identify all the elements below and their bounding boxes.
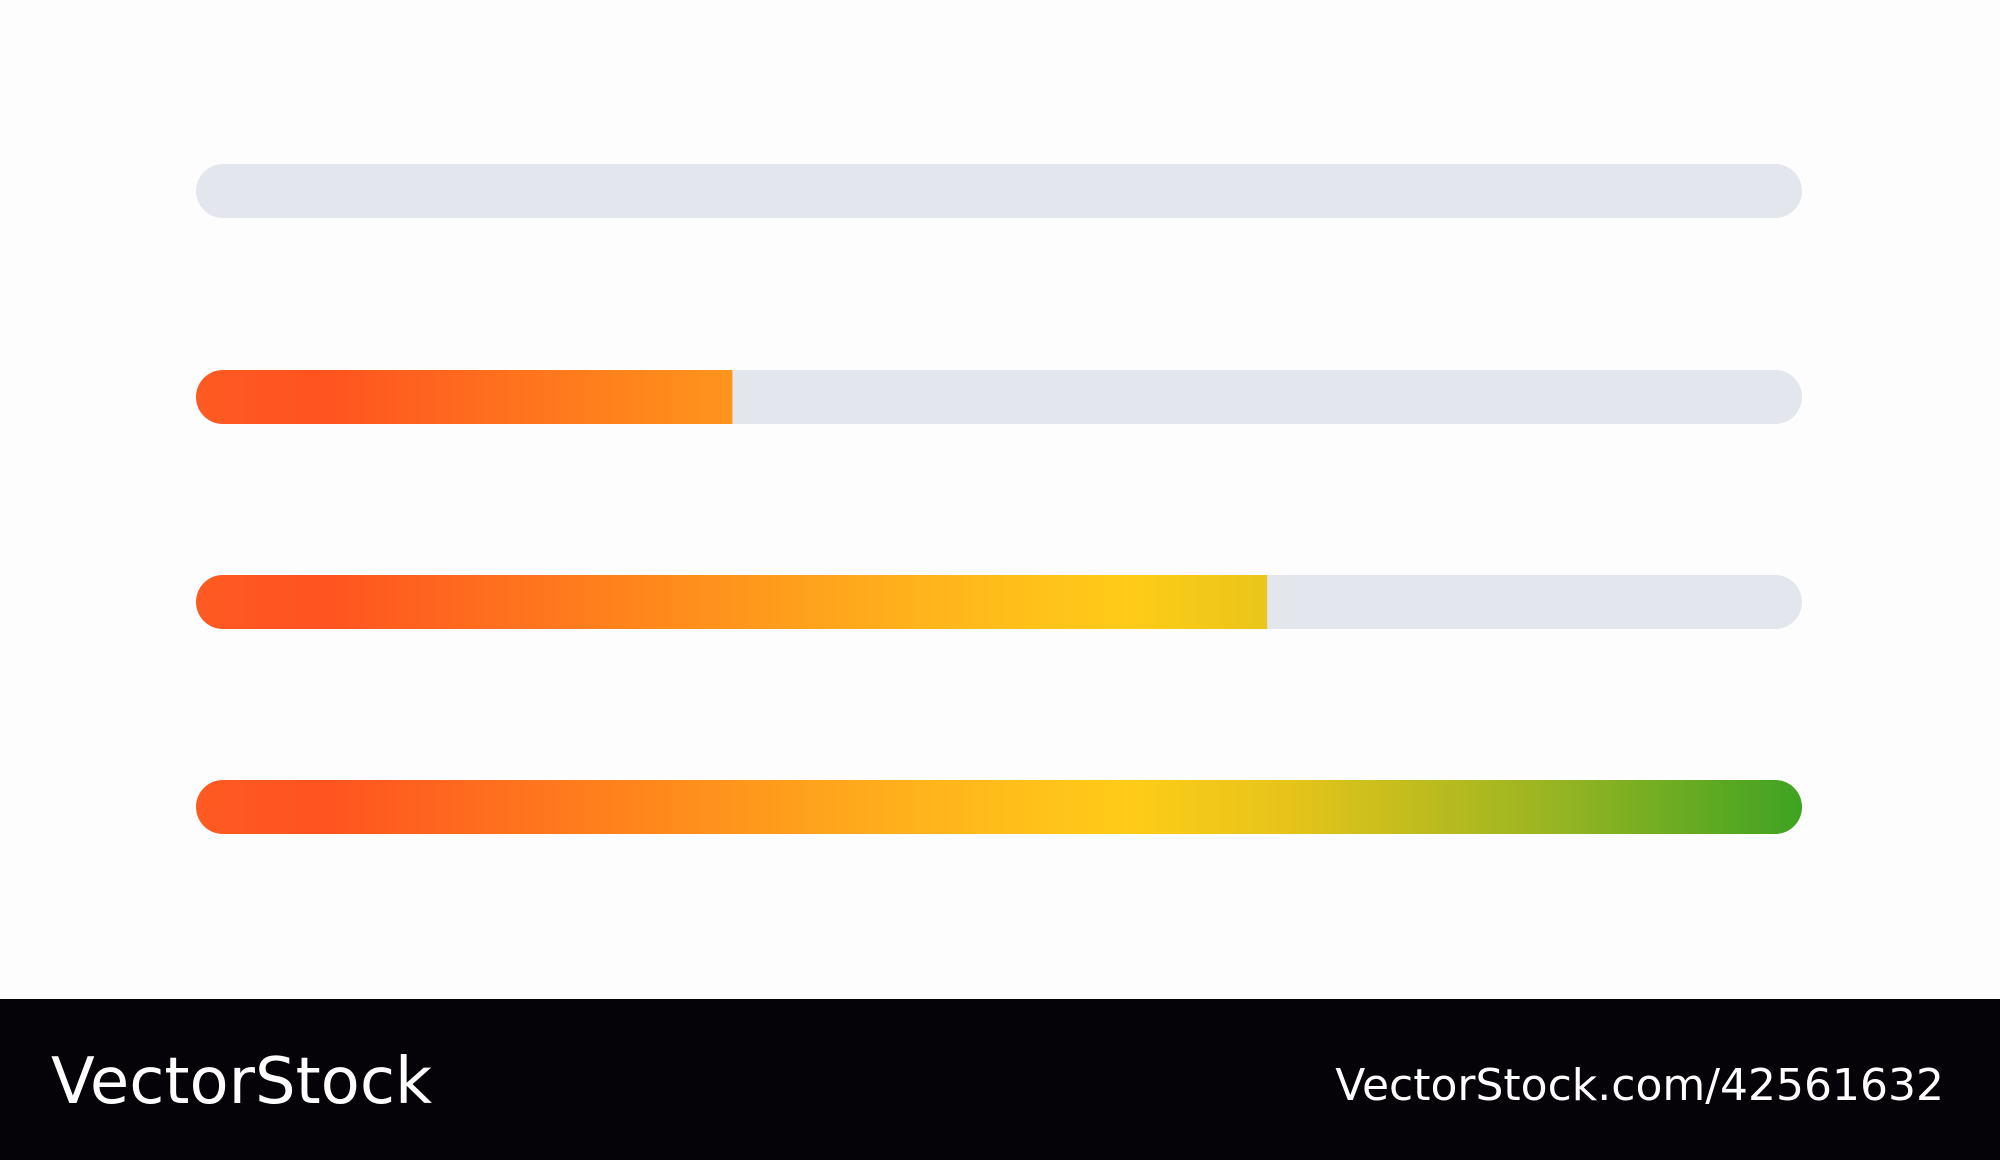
image-url: VectorStock.com/42561632 xyxy=(1335,1060,1944,1111)
brand-logo: VectorStock xyxy=(51,1045,432,1119)
progress-fill xyxy=(196,780,1802,834)
progress-track xyxy=(196,164,1802,218)
background xyxy=(0,0,2000,999)
progress-fill xyxy=(196,370,733,424)
progress-fill xyxy=(196,575,1268,629)
footer-band xyxy=(0,999,2000,1160)
